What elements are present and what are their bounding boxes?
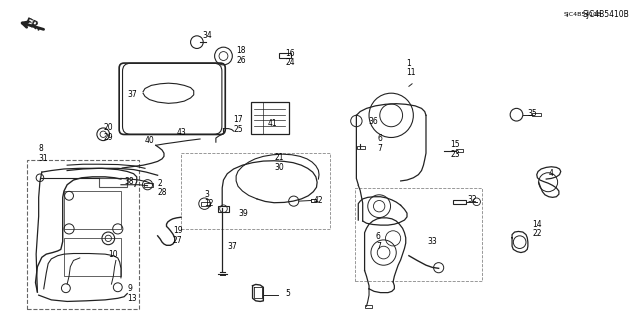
Bar [201, 202, 209, 206]
Text: 16
24: 16 24 [285, 48, 295, 67]
Bar [99, 178, 127, 187]
Text: 35: 35 [527, 109, 537, 118]
Bar [365, 305, 372, 308]
Bar [181, 152, 330, 229]
Bar [355, 188, 482, 281]
Text: 41: 41 [268, 119, 277, 128]
Text: 6
7: 6 7 [376, 232, 381, 251]
Text: 33: 33 [428, 237, 438, 246]
Text: 3
12: 3 12 [205, 189, 214, 208]
Bar [218, 206, 228, 211]
Text: 2
28: 2 28 [157, 179, 167, 197]
Text: 34: 34 [202, 31, 212, 40]
Text: 1
11: 1 11 [406, 59, 415, 78]
Text: 9
13: 9 13 [127, 284, 137, 303]
Text: 39: 39 [238, 209, 248, 218]
Text: 8
31: 8 31 [38, 144, 48, 163]
Text: 37: 37 [127, 90, 137, 99]
Bar [64, 238, 121, 276]
Text: 10: 10 [108, 250, 118, 259]
Text: 20
29: 20 29 [103, 123, 113, 142]
Text: 43: 43 [177, 128, 186, 137]
Bar [532, 114, 541, 116]
Text: 19
27: 19 27 [173, 226, 182, 245]
Text: 6
7: 6 7 [377, 134, 382, 153]
Text: 4: 4 [548, 169, 553, 178]
Text: 42: 42 [314, 196, 324, 205]
Text: FR.: FR. [22, 17, 43, 33]
Bar [28, 160, 139, 309]
Text: 37: 37 [227, 242, 237, 251]
Text: 38: 38 [124, 177, 134, 186]
Text: 18
26: 18 26 [236, 46, 246, 65]
Text: 14
22: 14 22 [532, 219, 542, 238]
Text: 15
23: 15 23 [450, 140, 460, 159]
Text: SJC4B5410B: SJC4B5410B [583, 10, 630, 19]
Bar [251, 102, 289, 134]
Bar [357, 146, 365, 149]
Text: 21
30: 21 30 [274, 153, 284, 172]
Text: 40: 40 [145, 136, 155, 145]
Bar [279, 53, 291, 58]
Text: 17
25: 17 25 [234, 115, 243, 134]
Text: 32: 32 [468, 195, 477, 204]
Bar [453, 200, 466, 204]
Bar [64, 191, 121, 229]
Bar [144, 183, 152, 187]
Text: 5: 5 [285, 289, 291, 298]
Text: SJC4B5410B: SJC4B5410B [564, 12, 602, 17]
Text: 36: 36 [369, 116, 378, 125]
